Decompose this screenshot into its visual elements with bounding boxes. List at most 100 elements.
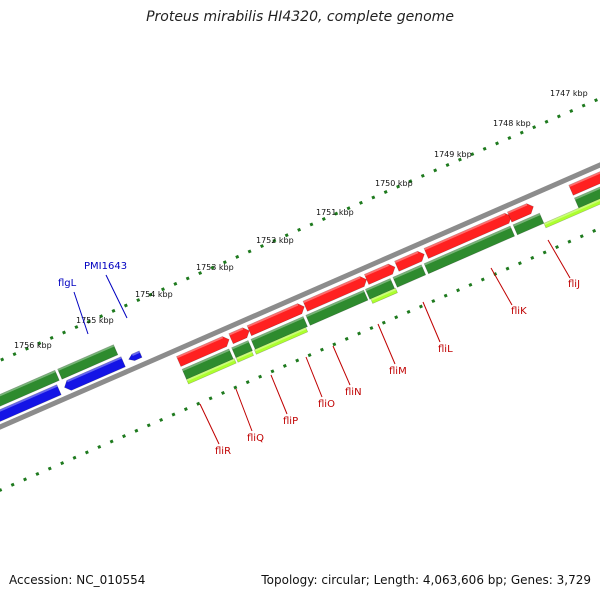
ruler-tick — [210, 265, 215, 270]
ruler-tick — [321, 217, 326, 222]
forward-cds-arrow — [302, 276, 367, 312]
forward-gene-bar — [305, 289, 369, 326]
ruler-tick — [457, 157, 462, 162]
ruler-tick — [233, 385, 238, 390]
ruler-tick — [358, 200, 363, 205]
forward-gene-bar-shine — [182, 348, 230, 372]
reverse-cds-arrow-shine — [0, 384, 58, 412]
topology-label: Topology: circular; Length: 4,063,606 bp… — [261, 573, 591, 587]
ruler-label: 1749 kbp — [434, 150, 472, 159]
ruler-tick — [346, 206, 351, 211]
ruler-tick — [258, 374, 263, 379]
ruler-tick — [97, 444, 102, 449]
gene-label-leader — [305, 356, 323, 398]
ruler-tick — [111, 308, 116, 313]
ruler-tick — [247, 249, 252, 254]
ruler-tick — [99, 314, 104, 319]
ruler-tick — [123, 303, 128, 308]
gene-label-leader — [422, 301, 441, 343]
gene-label-leader — [490, 267, 513, 306]
forward-gene-bar — [423, 225, 515, 275]
reverse-cds-arrow-shine — [66, 356, 122, 383]
forward-gene-bar-shine — [392, 264, 423, 280]
forward-cds-arrow-shine — [228, 327, 244, 336]
ruler-tick — [579, 234, 584, 239]
forward-gene-bar-shine — [305, 290, 365, 318]
ruler-tick — [86, 319, 91, 324]
forward-cds-arrow-shine — [247, 303, 299, 328]
ruler-tick — [35, 471, 40, 476]
ruler-tick — [235, 254, 240, 259]
gene-label: PMI1643 — [84, 261, 127, 272]
ruler-tick — [60, 461, 65, 466]
ruler-tick — [109, 439, 114, 444]
highlight-bar-shine — [543, 198, 600, 226]
highlight-bar — [235, 350, 254, 363]
ruler-tick — [245, 380, 250, 385]
ruler-tick — [544, 119, 549, 124]
ruler-tick — [507, 136, 512, 140]
ruler-tick — [173, 281, 178, 286]
reverse-gene-bar-shine — [0, 370, 56, 397]
gene-label: fliQ — [247, 433, 264, 444]
ruler-tick — [221, 390, 225, 395]
ruler-tick — [581, 103, 586, 108]
ruler-tick — [307, 353, 312, 358]
ruler-tick — [148, 292, 153, 297]
highlight-bar-shine — [370, 288, 397, 301]
ruler-upper — [0, 98, 598, 362]
ruler-tick — [408, 179, 413, 184]
gene-label: fliL — [438, 344, 453, 355]
ruler-tick — [185, 276, 190, 281]
ruler-tick — [309, 222, 314, 227]
ruler-tick — [282, 363, 287, 368]
ruler-tick — [555, 245, 560, 250]
ruler-tick — [468, 282, 473, 287]
gene-label-leader — [105, 274, 128, 319]
gene-label: fliN — [345, 387, 362, 398]
forward-gene-bar — [250, 316, 308, 350]
ruler-tick — [319, 347, 324, 352]
ruler-tick — [431, 299, 436, 304]
forward-cds-arrow — [246, 303, 305, 337]
ruler-tick — [134, 428, 139, 433]
ruler-tick — [0, 488, 3, 492]
ruler-tick — [0, 357, 5, 362]
ruler-tick — [270, 369, 275, 374]
forward-gene-bar — [574, 186, 600, 209]
ruler-tick — [383, 190, 388, 194]
gene-label: fliR — [215, 446, 231, 457]
gene-label: flgL — [58, 278, 77, 289]
ruler-tick — [196, 401, 201, 406]
highlight-bar — [370, 287, 398, 304]
forward-cds-arrow — [228, 327, 250, 345]
highlight-bar-shine — [186, 358, 235, 382]
forward-gene-bar-shine — [250, 316, 304, 342]
ruler-tick — [136, 298, 141, 303]
forward-gene-bar-shine — [424, 226, 511, 266]
ruler-tick — [332, 342, 337, 347]
gene-label-leader — [377, 323, 396, 365]
ruler-lower — [0, 228, 597, 492]
gene-label-leader — [547, 239, 571, 279]
ruler-tick — [49, 335, 54, 340]
forward-cds-arrow-shine — [507, 203, 528, 214]
ruler-label: 1750 kbp — [375, 179, 413, 188]
gene-label-leader — [235, 388, 253, 432]
ruler-tick — [122, 434, 126, 439]
highlight-bar-shine — [254, 327, 307, 352]
gene-label-leader — [199, 403, 220, 445]
ruler-label: 1751 kbp — [316, 208, 354, 217]
ruler-tick — [517, 261, 522, 266]
gene-label: fliO — [318, 399, 335, 410]
forward-gene-bar — [231, 340, 253, 359]
ruler-tick — [183, 407, 188, 412]
map-title: Proteus mirabilis HI4320, complete genom… — [146, 9, 454, 25]
ruler-tick — [530, 255, 535, 260]
ruler-tick — [406, 309, 411, 314]
ruler-tick — [72, 455, 77, 460]
forward-gene-bar — [392, 264, 427, 288]
ruler-tick — [456, 288, 461, 293]
ruler-tick — [334, 211, 339, 216]
